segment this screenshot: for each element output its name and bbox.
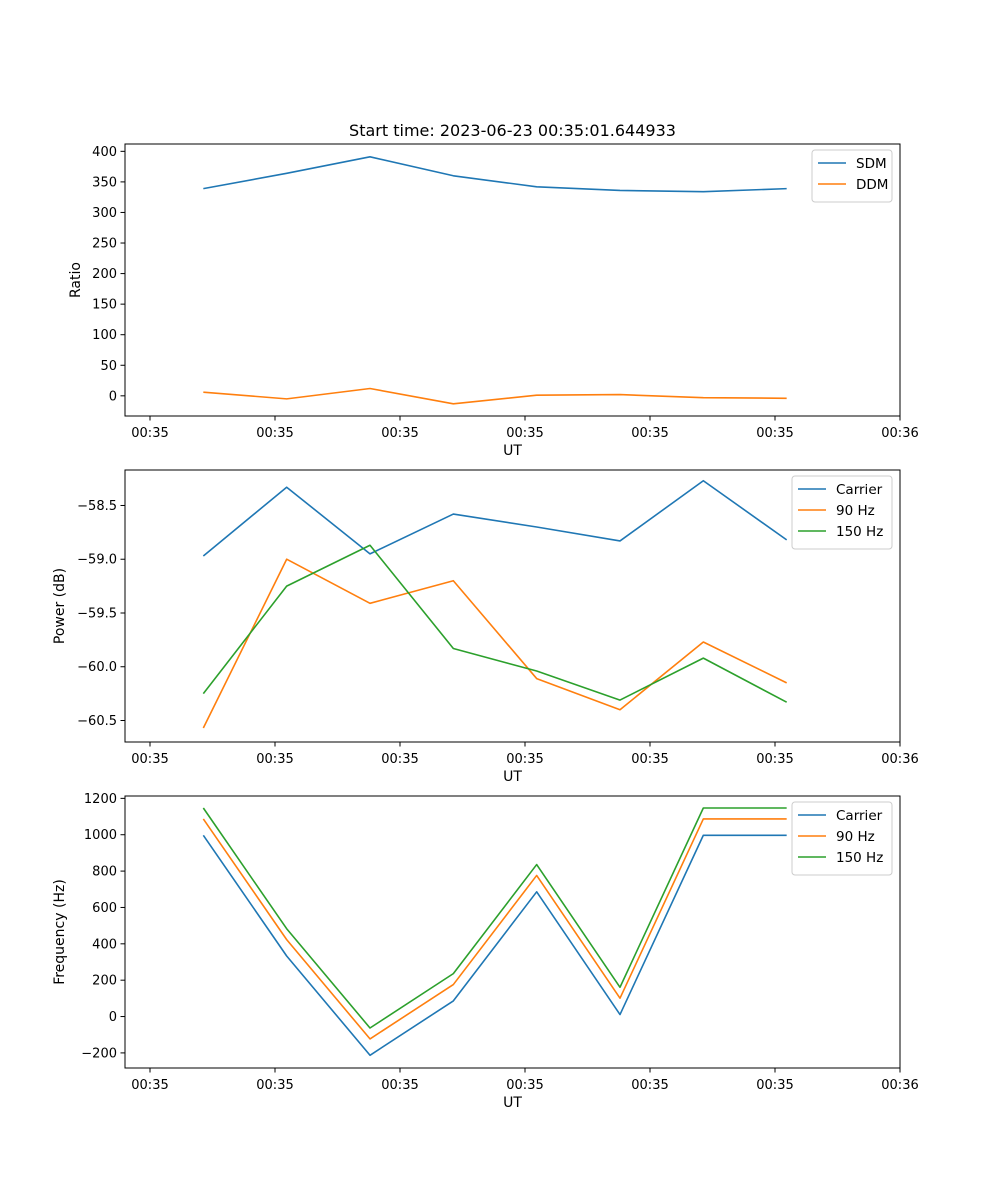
x-tick-label: 00:35: [506, 426, 543, 441]
x-tick-label: 00:35: [756, 752, 793, 767]
x-tick-label: 00:36: [881, 752, 918, 767]
y-tick-label: 150: [92, 298, 117, 313]
y-tick-label: 200: [92, 974, 117, 989]
x-tick-label: 00:35: [631, 1078, 668, 1093]
y-tick-label: 200: [92, 267, 117, 282]
series-line-90-hz: [202, 818, 787, 1040]
y-tick-label: 300: [92, 206, 117, 221]
x-tick-label: 00:36: [881, 426, 918, 441]
x-tick-label: 00:36: [881, 1078, 918, 1093]
chart-title: Start time: 2023-06-23 00:35:01.644933: [349, 121, 676, 140]
y-tick-label: 1200: [84, 792, 117, 807]
legend-label: Carrier: [836, 808, 883, 824]
y-tick-label: −60.5: [77, 714, 117, 729]
x-tick-label: 00:35: [756, 426, 793, 441]
x-tick-label: 00:35: [256, 1078, 293, 1093]
series-line-ddm: [203, 387, 787, 405]
legend-label: 90 Hz: [836, 829, 875, 845]
y-tick-label: 250: [92, 237, 117, 252]
legend-label: DDM: [856, 177, 888, 193]
x-axis-label: UT: [503, 769, 522, 785]
axes-frame: [124, 143, 901, 417]
series-line-carrier: [202, 479, 788, 557]
x-tick-label: 00:35: [256, 752, 293, 767]
x-axis-label: UT: [503, 1095, 522, 1111]
y-tick-label: 600: [92, 901, 117, 916]
x-tick-label: 00:35: [506, 1078, 543, 1093]
series-line-150-hz: [202, 807, 787, 1029]
legend-label: 150 Hz: [836, 524, 883, 540]
series-line-90-hz: [202, 558, 788, 729]
x-tick-label: 00:35: [131, 426, 168, 441]
y-tick-label: 800: [92, 865, 117, 880]
x-tick-label: 00:35: [381, 1078, 418, 1093]
x-tick-label: 00:35: [756, 1078, 793, 1093]
y-tick-label: 0: [109, 1010, 117, 1025]
y-tick-label: 100: [92, 328, 117, 343]
y-tick-label: −200: [81, 1046, 117, 1061]
y-axis-label: Frequency (Hz): [52, 879, 68, 985]
y-tick-label: 0: [109, 389, 117, 404]
x-tick-label: 00:35: [506, 752, 543, 767]
axes-frame: [124, 795, 901, 1069]
y-tick-label: −59.5: [77, 606, 117, 621]
x-tick-label: 00:35: [381, 752, 418, 767]
x-tick-label: 00:35: [131, 1078, 168, 1093]
x-tick-label: 00:35: [381, 426, 418, 441]
y-tick-label: 400: [92, 145, 117, 160]
y-tick-label: −59.0: [77, 553, 117, 568]
y-tick-label: 1000: [84, 828, 117, 843]
legend-label: 90 Hz: [836, 503, 875, 519]
x-axis-label: UT: [503, 443, 522, 459]
x-tick-label: 00:35: [631, 752, 668, 767]
series-line-150-hz: [202, 544, 788, 703]
legend: Carrier 90 Hz 150 Hz: [791, 475, 893, 550]
series-line-carrier: [202, 834, 787, 1057]
y-tick-label: 350: [92, 175, 117, 190]
y-tick-label: −58.5: [77, 499, 117, 514]
series-line-sdm: [203, 156, 787, 193]
x-tick-label: 00:35: [631, 426, 668, 441]
legend-label: Carrier: [836, 482, 883, 498]
subplot-1: 00:35 00:35 00:35 00:35 00:35 00:35 00:36 0 50 10…: [68, 143, 919, 459]
x-tick-label: 00:35: [256, 426, 293, 441]
legend-label: 150 Hz: [836, 850, 883, 866]
y-axis-label: Ratio: [68, 262, 84, 298]
legend: SDM DDM: [811, 149, 893, 203]
legend-label: SDM: [856, 156, 887, 172]
y-tick-label: 400: [92, 937, 117, 952]
x-tick-label: 00:35: [131, 752, 168, 767]
subplot-2: 00:35 00:35 00:35 00:35 00:35 00:35 00:36 −60.5…: [52, 469, 919, 785]
y-axis-label: Power (dB): [52, 568, 68, 644]
axes-frame: [124, 469, 901, 743]
subplot-3: 00:35 00:35 00:35 00:35 00:35 00:35 00:36 −200 0…: [52, 792, 919, 1111]
y-tick-label: −60.0: [77, 660, 117, 675]
legend: Carrier 90 Hz 150 Hz: [791, 801, 893, 876]
y-tick-label: 50: [100, 359, 117, 374]
